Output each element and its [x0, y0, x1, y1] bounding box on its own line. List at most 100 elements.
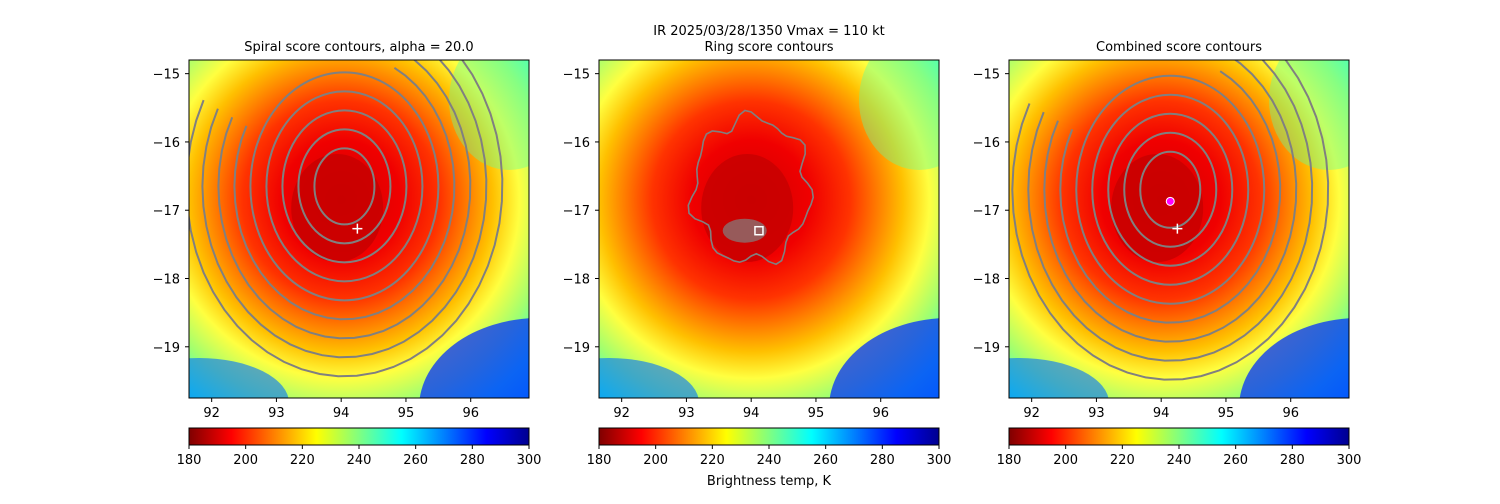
colorbar-tick-label: 260 — [1223, 453, 1248, 468]
y-tick-label: −18 — [153, 273, 180, 288]
x-tick-label: 93 — [678, 406, 695, 421]
ring-score-panel: Ring score contours 92 93 94 95 96 −15 −16 −17 −1… — [563, 40, 952, 489]
y-tick-label: −17 — [563, 204, 590, 219]
colorbar-tick-label: 280 — [1280, 453, 1305, 468]
score-contour — [281, 109, 408, 264]
y-tick-label: −16 — [153, 136, 180, 151]
y-tick-label: −18 — [973, 273, 1000, 288]
ring-contour-fill — [722, 218, 767, 243]
center-plus-marker — [1172, 223, 1183, 234]
cloud-band — [449, 60, 529, 170]
cold-region — [829, 318, 939, 398]
axes-frame — [1008, 59, 1350, 399]
x-tick-label: 96 — [872, 406, 889, 421]
y-tick-label: −16 — [563, 136, 590, 151]
cloud-band — [1269, 60, 1349, 170]
colorbar — [188, 427, 530, 446]
y-tick-label: −17 — [973, 204, 1000, 219]
ir-brightness-image — [189, 60, 529, 398]
cold-region — [1239, 318, 1349, 398]
axes-frame — [188, 59, 530, 399]
panel-title: Combined score contours — [1096, 40, 1262, 55]
y-tick-label: −16 — [973, 136, 1000, 151]
x-tick-label: 93 — [268, 406, 285, 421]
eye-core — [701, 153, 794, 262]
cold-region — [419, 318, 529, 398]
center-circle-marker — [1165, 196, 1175, 206]
spiral-score-panel: Spiral score contours, alpha = 20.0 92 93 9… — [153, 40, 542, 468]
colorbar — [598, 427, 940, 446]
colorbar-label: Brightness temp, K — [707, 474, 832, 489]
score-contour — [189, 60, 504, 378]
colorbar-tick-label: 300 — [927, 453, 952, 468]
colorbar-tick-label: 260 — [403, 453, 428, 468]
score-contour — [1011, 60, 1330, 381]
score-contour — [1091, 93, 1250, 286]
colorbar-tick-label: 180 — [997, 453, 1022, 468]
score-contours — [687, 109, 815, 266]
x-tick-label: 96 — [462, 406, 479, 421]
combined-score-panel: Combined score contours 92 93 94 95 96 −15 −16 −… — [973, 40, 1362, 468]
colorbar-tick-label: 240 — [347, 453, 372, 468]
colorbar-tick-label: 220 — [290, 453, 315, 468]
colorbar — [1008, 427, 1350, 446]
figure-suptitle: IR 2025/03/28/1350 Vmax = 110 kt — [653, 24, 884, 39]
center-square-marker — [754, 225, 764, 236]
axes-frame — [598, 59, 940, 399]
x-tick-label: 93 — [1088, 406, 1105, 421]
colorbar-tick-label: 220 — [700, 453, 725, 468]
colorbar-tick-label: 240 — [757, 453, 782, 468]
x-tick-label: 94 — [333, 406, 350, 421]
x-tick-label: 92 — [1023, 406, 1040, 421]
score-contour — [217, 60, 472, 340]
score-contour — [233, 66, 456, 321]
panel-title: Spiral score contours, alpha = 20.0 — [244, 40, 473, 55]
x-tick-label: 92 — [203, 406, 220, 421]
y-tick-label: −19 — [973, 341, 1000, 356]
score-contour — [1075, 74, 1266, 305]
x-tick-label: 95 — [808, 406, 825, 421]
score-contour — [201, 60, 488, 359]
colorbar-tick-label: 260 — [813, 453, 838, 468]
x-tick-label: 94 — [1153, 406, 1170, 421]
x-tick-label: 94 — [743, 406, 760, 421]
score-contour — [313, 147, 376, 226]
cold-region — [189, 358, 289, 398]
score-contour — [1123, 131, 1218, 248]
y-tick-label: −15 — [973, 68, 1000, 83]
colorbar-tick-label: 300 — [517, 453, 542, 468]
y-tick-label: −15 — [563, 68, 590, 83]
center-plus-marker — [352, 223, 363, 234]
colorbar-tick-label: 280 — [460, 453, 485, 468]
score-contours — [189, 60, 504, 378]
eye-core — [1111, 153, 1204, 262]
score-contour — [1107, 112, 1234, 267]
colorbar-tick-label: 180 — [177, 453, 202, 468]
colorbar-tick-label: 280 — [870, 453, 895, 468]
colorbar-tick-label: 220 — [1110, 453, 1135, 468]
score-contour — [1059, 70, 1282, 324]
colorbar-tick-label: 300 — [1337, 453, 1362, 468]
colorbar-tick-label: 200 — [643, 453, 668, 468]
colorbar-tick-label: 240 — [1167, 453, 1192, 468]
y-tick-label: −15 — [153, 68, 180, 83]
score-contours — [1011, 60, 1330, 381]
x-tick-label: 92 — [613, 406, 630, 421]
score-contour — [297, 128, 392, 245]
cold-region — [599, 358, 699, 398]
x-tick-label: 96 — [1282, 406, 1299, 421]
score-contour — [265, 90, 424, 283]
colorbar-tick-label: 200 — [233, 453, 258, 468]
score-contour — [1043, 60, 1298, 343]
ring-contour — [687, 109, 815, 266]
score-contour — [249, 71, 440, 302]
cloud-band — [859, 60, 939, 170]
ir-brightness-image — [599, 60, 939, 398]
score-contour — [1139, 150, 1202, 229]
panel-title: Ring score contours — [704, 40, 833, 55]
cold-region — [1009, 358, 1109, 398]
y-tick-label: −19 — [563, 341, 590, 356]
colorbar-tick-label: 200 — [1053, 453, 1078, 468]
score-contour — [1027, 60, 1314, 362]
